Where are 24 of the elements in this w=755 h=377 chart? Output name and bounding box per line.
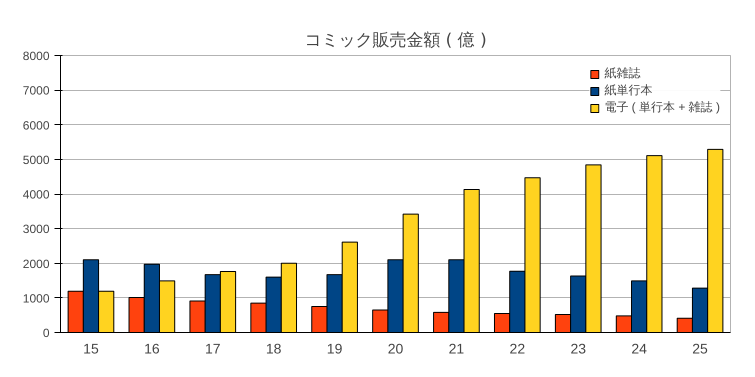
x-tick-label: 15 — [83, 340, 99, 356]
x-tick-label: 19 — [326, 340, 343, 356]
x-tick-label: 25 — [692, 340, 708, 356]
x-tick-label: 22 — [510, 340, 526, 356]
x-tick-label: 24 — [631, 340, 648, 356]
y-tick-label: 3000 — [22, 222, 50, 236]
legend-label: 紙単行本 — [604, 82, 652, 99]
y-tick-label: 5000 — [22, 152, 50, 167]
legend-label: 電子 ( 単行本 + 雑誌 ) — [604, 99, 720, 116]
y-tick-label: 1000 — [22, 291, 50, 306]
y-tick-label: 2000 — [22, 256, 50, 271]
x-tick-label: 18 — [266, 340, 282, 356]
legend-label: 紙雑誌 — [604, 65, 640, 82]
y-tick-label: 4000 — [22, 188, 50, 202]
x-tick-label: 21 — [448, 340, 464, 356]
x-tick-label: 20 — [388, 340, 404, 356]
y-tick-label: 7000 — [22, 84, 50, 98]
x-tick-label: 23 — [570, 340, 586, 356]
y-tick-label: 8000 — [22, 49, 50, 63]
x-tick-label: 17 — [204, 340, 221, 356]
y-tick-label: 6000 — [22, 118, 50, 132]
y-tick-label: 0 — [42, 326, 50, 340]
x-tick-label: 16 — [144, 340, 160, 356]
chart-title: コミック販売金額 ( 億 ) — [304, 30, 487, 50]
